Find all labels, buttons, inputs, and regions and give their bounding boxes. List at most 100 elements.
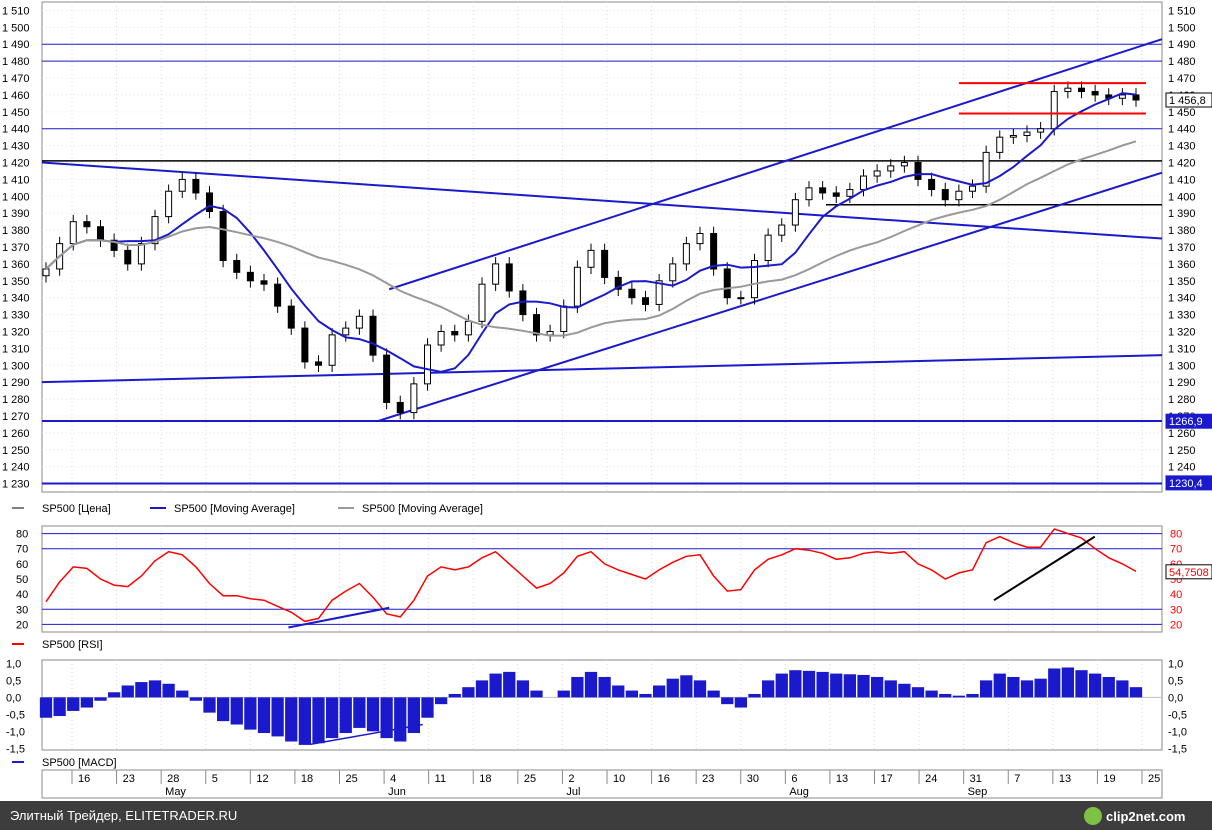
macd-y-tick-left: -1,5 [6, 743, 25, 755]
macd-bar [421, 697, 434, 718]
price-y-tick-left: 1 330 [2, 310, 30, 322]
candle-body [1037, 128, 1045, 133]
candle-body [110, 239, 118, 251]
macd-bar [775, 673, 788, 698]
macd-bar [216, 697, 230, 722]
x-axis-day-tick: 18 [301, 773, 313, 785]
support-price-label-box [1165, 413, 1212, 429]
candle-body [69, 221, 77, 245]
macd-bar [1102, 676, 1115, 698]
price-y-tick-right: 1 480 [1168, 56, 1196, 68]
rsi-last-value-box [1165, 564, 1212, 580]
trend-line [377, 171, 1163, 422]
macd-bar [652, 685, 666, 698]
candle-body [83, 221, 91, 228]
x-axis-day-tick: 2 [568, 773, 574, 785]
x-axis-day-tick: 10 [613, 773, 625, 785]
candle-body [478, 283, 486, 322]
price-y-tick-left: 1 500 [2, 22, 30, 34]
macd-y-tick-left: 1,0 [6, 658, 21, 670]
legend-rsi-label: SP500 [RSI] [42, 639, 103, 651]
macd-bar [721, 697, 734, 705]
x-axis-day-tick: 13 [836, 773, 848, 785]
macd-bar [1034, 678, 1047, 698]
candle-body [533, 314, 540, 336]
candle-body [573, 266, 581, 307]
price-y-tick-right: 1 310 [1168, 343, 1196, 355]
candle-body [628, 288, 636, 299]
rsi-y-tick: 50 [16, 574, 28, 586]
candle-body [424, 344, 431, 385]
candle-body [260, 280, 268, 285]
legend-ma-blue-label: SP500 [Moving Average] [174, 503, 295, 515]
macd-bar [707, 690, 720, 698]
candle-body [42, 268, 50, 277]
candle-body [383, 354, 391, 403]
candle-body [437, 330, 445, 346]
price-y-tick-left: 1 320 [2, 326, 30, 338]
macd-y-tick-right: 1,0 [1168, 658, 1183, 670]
macd-bar [366, 697, 380, 732]
x-axis-month-label: Aug [789, 786, 809, 798]
rsi-line [45, 528, 1137, 623]
candle-body [410, 383, 418, 414]
macd-bar [1007, 676, 1020, 698]
macd-y-tick-left: -0,5 [6, 709, 25, 721]
price-y-tick-right: 1 440 [1168, 124, 1196, 136]
rsi-right-tick: 80 [1170, 529, 1182, 541]
macd-bar [94, 697, 107, 701]
candle-body [805, 187, 813, 201]
macd-bar [898, 683, 911, 698]
x-axis-frame [41, 769, 1163, 799]
macd-bar [870, 676, 884, 698]
clip2net-logo-icon [1084, 807, 1102, 825]
moving-average-blue [45, 92, 1137, 373]
footer-bar [0, 801, 1212, 830]
price-y-tick-right: 1 350 [1168, 276, 1196, 288]
x-axis-day-tick: 7 [1014, 773, 1020, 785]
price-y-tick-left: 1 390 [2, 208, 30, 220]
macd-bar [148, 680, 162, 698]
macd-bar [189, 697, 203, 701]
x-axis-day-tick: 11 [435, 773, 446, 785]
macd-y-tick-left: -1,0 [6, 726, 25, 738]
rsi-panel-frame [41, 525, 1163, 633]
candle-body [219, 211, 227, 262]
rsi-y-tick: 70 [16, 544, 28, 556]
candle-body [887, 165, 895, 172]
candle-body [1091, 91, 1099, 96]
macd-y-tick-right: -1,5 [1168, 743, 1187, 755]
x-axis-day-tick: 31 [970, 773, 982, 785]
price-y-tick-right: 1 340 [1168, 293, 1196, 305]
price-y-tick-left: 1 490 [2, 39, 30, 51]
candle-body [669, 263, 677, 282]
candle-body [165, 190, 173, 218]
x-axis-day-tick: 24 [925, 773, 937, 785]
price-y-tick-right: 1 260 [1168, 428, 1196, 440]
x-axis-day-tick: 16 [658, 773, 670, 785]
macd-bar [993, 673, 1006, 698]
macd-y-tick-right: 0,0 [1168, 692, 1183, 704]
x-axis-day-tick: 18 [479, 773, 491, 785]
candle-body [206, 192, 213, 213]
x-axis-day-tick: 23 [123, 773, 135, 785]
price-y-tick-right: 1 300 [1168, 360, 1196, 372]
low-price-label-box [1165, 475, 1212, 491]
macd-bar [598, 676, 611, 698]
price-y-tick-right: 1 510 [1168, 5, 1196, 17]
macd-bar [584, 671, 598, 698]
price-y-tick-right: 1 330 [1168, 310, 1196, 322]
macd-bar [911, 687, 925, 698]
candle-body [97, 226, 104, 241]
rsi-right-tick: 40 [1170, 589, 1182, 601]
macd-bar [639, 693, 652, 698]
price-y-tick-left: 1 420 [2, 158, 30, 170]
x-axis-day-tick: 5 [212, 773, 218, 785]
candle-body [233, 260, 241, 273]
candle-body [396, 401, 404, 414]
macd-bar [571, 676, 584, 698]
macd-bar [257, 697, 271, 734]
price-y-tick-right: 1 390 [1168, 208, 1196, 220]
price-y-tick-right: 1 250 [1168, 445, 1196, 457]
x-axis-day-tick: 25 [524, 773, 536, 785]
